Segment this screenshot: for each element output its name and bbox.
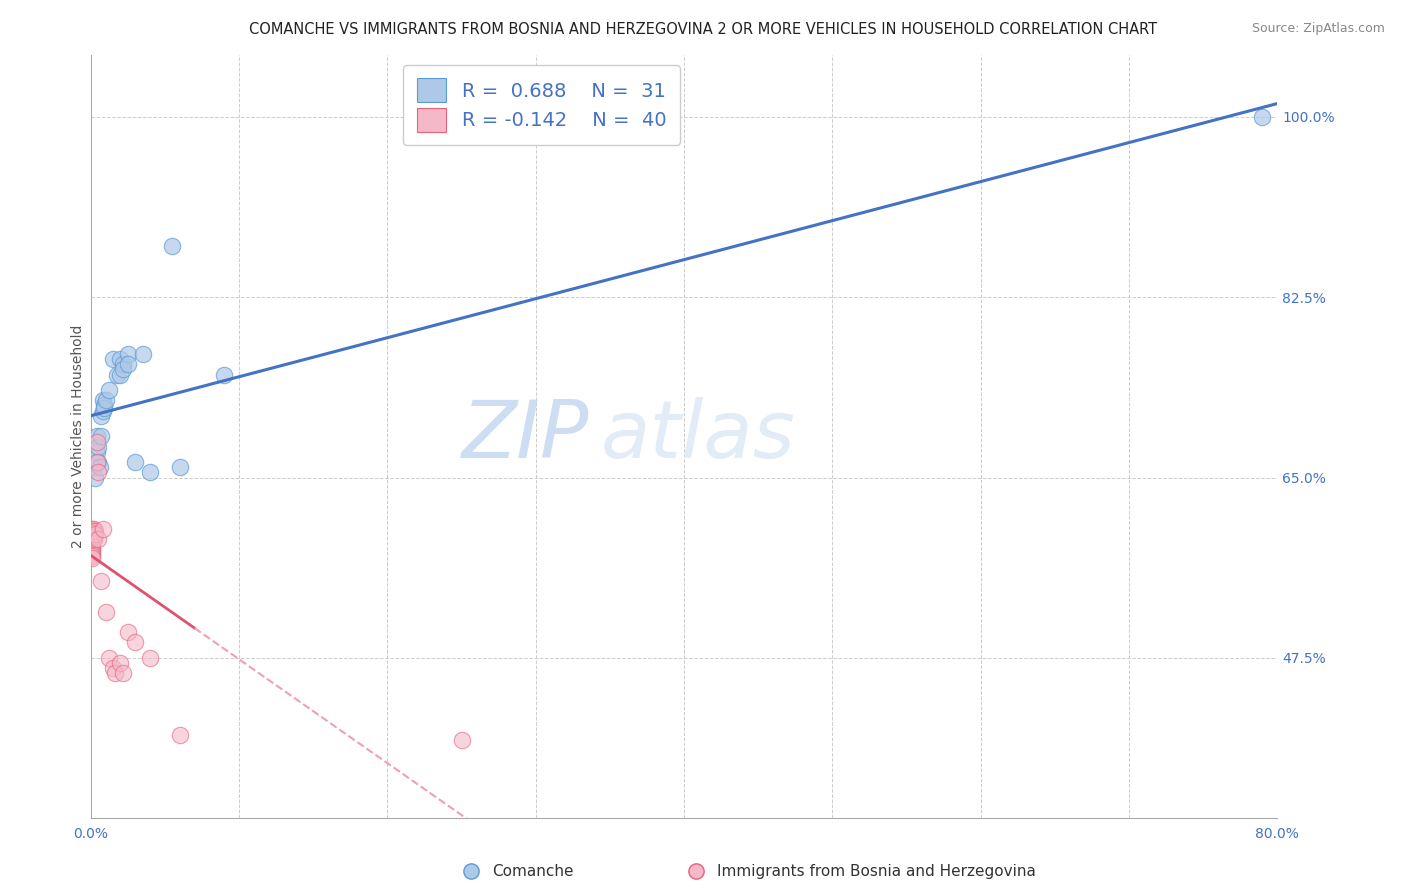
Point <box>83 530 105 544</box>
Point <box>83 526 105 541</box>
Point <box>83 528 105 542</box>
Point <box>101 352 124 367</box>
Point <box>93 401 115 415</box>
Point <box>94 393 117 408</box>
Point <box>84 470 107 484</box>
Point <box>139 466 162 480</box>
Point <box>112 362 135 376</box>
Point <box>97 651 120 665</box>
Y-axis label: 2 or more Vehicles in Household: 2 or more Vehicles in Household <box>72 325 86 548</box>
Point <box>82 522 104 536</box>
Point <box>87 440 110 454</box>
Point <box>87 533 110 547</box>
Point <box>82 526 104 541</box>
Point <box>82 534 104 549</box>
Point <box>82 536 104 550</box>
Point <box>86 434 108 449</box>
Point <box>214 368 236 382</box>
Point <box>124 455 146 469</box>
Point <box>169 728 191 742</box>
Point <box>84 524 107 538</box>
Point <box>91 403 114 417</box>
Point <box>107 368 129 382</box>
Point <box>117 357 139 371</box>
Point <box>82 551 104 566</box>
Point <box>110 352 132 367</box>
Point <box>82 524 104 538</box>
Point <box>82 547 104 561</box>
Point <box>89 460 111 475</box>
Point <box>131 347 153 361</box>
Point <box>162 239 184 253</box>
Point <box>1251 110 1274 124</box>
Point <box>82 539 104 553</box>
Point <box>117 625 139 640</box>
Text: COMANCHE VS IMMIGRANTS FROM BOSNIA AND HERZEGOVINA 2 OR MORE VEHICLES IN HOUSEHO: COMANCHE VS IMMIGRANTS FROM BOSNIA AND H… <box>249 22 1157 37</box>
Point <box>82 533 104 547</box>
Point <box>112 357 135 371</box>
Point <box>169 460 191 475</box>
Point <box>93 399 115 413</box>
Point <box>82 549 104 563</box>
Point <box>90 409 112 423</box>
Text: atlas: atlas <box>600 397 796 475</box>
Point <box>82 528 104 542</box>
Point <box>82 542 104 557</box>
Point <box>83 524 105 538</box>
Point <box>94 605 117 619</box>
Point <box>91 393 114 408</box>
Point <box>90 574 112 588</box>
Point <box>124 635 146 649</box>
Point <box>83 460 105 475</box>
Text: ZIP: ZIP <box>461 397 589 475</box>
Text: Source: ZipAtlas.com: Source: ZipAtlas.com <box>1251 22 1385 36</box>
Text: Immigrants from Bosnia and Herzegovina: Immigrants from Bosnia and Herzegovina <box>717 864 1036 879</box>
Point <box>83 522 105 536</box>
Point <box>103 666 125 681</box>
Point <box>86 429 108 443</box>
Point <box>82 545 104 559</box>
Point <box>110 656 132 670</box>
Point <box>82 541 104 555</box>
Point <box>83 533 105 547</box>
Point <box>97 383 120 397</box>
Point <box>117 347 139 361</box>
Point <box>87 455 110 469</box>
Text: Comanche: Comanche <box>492 864 574 879</box>
Point <box>139 651 162 665</box>
Point <box>450 733 472 747</box>
Point <box>101 661 124 675</box>
Point <box>91 522 114 536</box>
Point <box>82 530 104 544</box>
Point <box>84 527 107 541</box>
Point <box>82 460 104 475</box>
Point <box>90 429 112 443</box>
Point <box>86 455 108 469</box>
Point <box>86 445 108 459</box>
Point <box>112 666 135 681</box>
Point <box>87 466 110 480</box>
Point <box>110 368 132 382</box>
Legend: R =  0.688    N =  31, R = -0.142    N =  40: R = 0.688 N = 31, R = -0.142 N = 40 <box>404 65 681 145</box>
